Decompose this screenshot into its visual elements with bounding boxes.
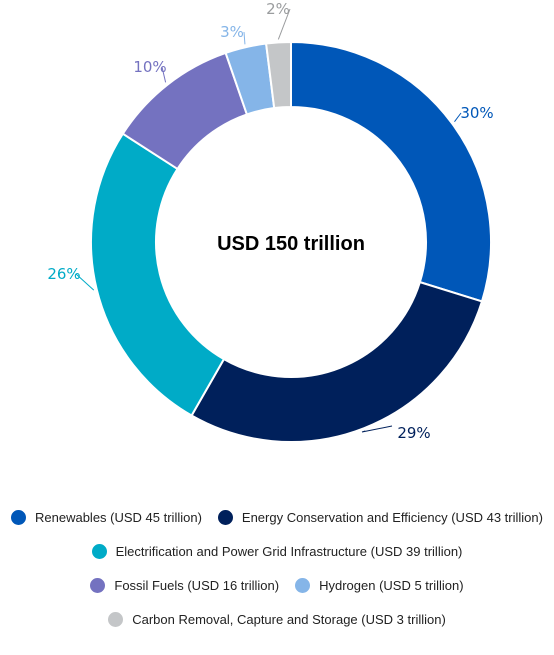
legend-row: Carbon Removal, Capture and Storage (USD…: [0, 602, 554, 636]
slice-percent-label: 10%: [133, 58, 166, 76]
slice-percent-label: 29%: [397, 424, 430, 442]
legend-swatch: [295, 577, 311, 593]
legend-label: Fossil Fuels (USD 16 trillion): [114, 577, 280, 593]
legend-item: Electrification and Power Grid Infrastru…: [91, 543, 463, 559]
leader-line: [277, 8, 291, 40]
legend-swatch: [90, 577, 106, 593]
slice-percent-label: 3%: [220, 23, 244, 41]
legend-item: Renewables (USD 45 trillion): [11, 509, 202, 525]
legend-item: Carbon Removal, Capture and Storage (USD…: [108, 611, 446, 627]
slice-renewables: [290, 40, 492, 303]
legend: Renewables (USD 45 trillion) Energy Conse…: [0, 500, 554, 636]
legend-swatch: [108, 611, 124, 627]
legend-row: Renewables (USD 45 trillion) Energy Conse…: [0, 500, 554, 534]
center-total-label: USD 150 trillion: [217, 233, 365, 255]
legend-label: Electrification and Power Grid Infrastru…: [115, 543, 463, 559]
slice-electrification-and-power-grid-infrastructure: [90, 132, 226, 417]
legend-item: Energy Conservation and Efficiency (USD …: [217, 509, 543, 525]
leader-line: [161, 66, 167, 83]
legend-swatch: [91, 543, 107, 559]
slice-percent-label: 2%: [266, 0, 290, 18]
legend-label: Energy Conservation and Efficiency (USD …: [241, 509, 543, 525]
donut-chart: 30% 29% 26% 10% 3% 2% USD 150 trillion: [47, 0, 494, 443]
legend-item: Fossil Fuels (USD 16 trillion): [90, 577, 280, 593]
leader-line: [454, 112, 462, 122]
leader-line: [361, 425, 393, 433]
legend-label: Hydrogen (USD 5 trillion): [319, 577, 464, 593]
slice-percent-label: 26%: [47, 265, 80, 283]
legend-row: Fossil Fuels (USD 16 trillion) Hydrogen (…: [0, 568, 554, 602]
legend-swatch: [217, 509, 233, 525]
legend-label: Renewables (USD 45 trillion): [35, 509, 202, 525]
legend-row: Electrification and Power Grid Infrastru…: [0, 534, 554, 568]
leader-line: [75, 273, 95, 291]
slice-energy-conservation-and-efficiency: [190, 280, 484, 443]
legend-label: Carbon Removal, Capture and Storage (USD…: [132, 611, 446, 627]
leader-line: [243, 31, 246, 45]
slice-percent-label: 30%: [460, 104, 493, 122]
slice-carbon-removal-capture-and-storage: [264, 40, 292, 110]
legend-swatch: [11, 509, 26, 525]
legend-item: Hydrogen (USD 5 trillion): [295, 577, 464, 593]
